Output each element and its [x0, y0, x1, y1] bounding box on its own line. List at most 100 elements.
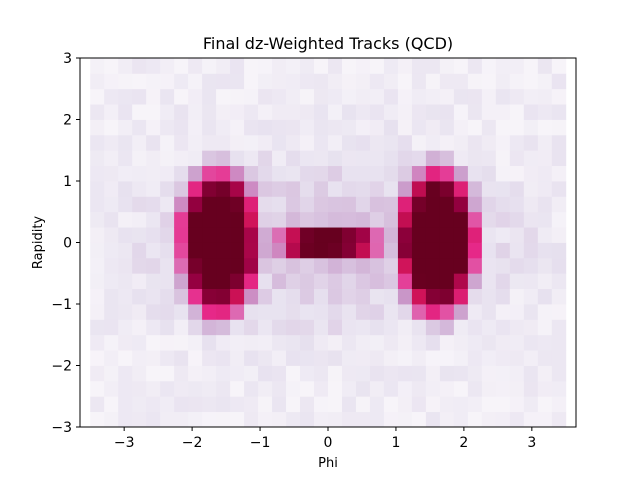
heatmap-cell: [286, 365, 301, 382]
heatmap-cell: [523, 304, 539, 320]
heatmap-cell: [132, 134, 147, 151]
heatmap-cell: [188, 304, 203, 320]
heatmap-cell: [230, 304, 245, 320]
heatmap-cell: [272, 242, 287, 259]
heatmap-cell: [481, 304, 497, 320]
heatmap-cell: [300, 165, 315, 182]
heatmap-cell: [397, 365, 413, 382]
heatmap-cell: [328, 88, 343, 105]
heatmap-cell: [132, 365, 147, 382]
heatmap-cell: [551, 134, 567, 151]
heatmap-cell: [258, 88, 273, 105]
heatmap-cell: [244, 273, 259, 290]
heatmap-cell: [132, 304, 147, 320]
heatmap-cell: [104, 365, 119, 382]
heatmap-cell: [481, 58, 497, 74]
heatmap-cell: [132, 227, 147, 243]
heatmap-cell: [300, 350, 315, 366]
heatmap-cell: [230, 227, 245, 243]
heatmap-cell: [355, 227, 371, 243]
heatmap-cell: [355, 88, 371, 105]
heatmap-cell: [216, 165, 231, 182]
heatmap-cell: [369, 257, 385, 274]
heatmap-cell: [551, 119, 567, 136]
heatmap-cell: [174, 257, 189, 274]
heatmap-cell: [286, 304, 301, 320]
heatmap-cell: [328, 181, 343, 197]
heatmap-cell: [523, 334, 539, 351]
heatmap-cell: [523, 227, 539, 243]
heatmap-cell: [509, 350, 525, 366]
heatmap-cell: [314, 181, 329, 197]
heatmap-cell: [188, 150, 203, 167]
heatmap-cell: [341, 319, 357, 336]
heatmap-cell: [286, 396, 301, 413]
heatmap-cell: [230, 365, 245, 382]
heatmap-cell: [146, 411, 161, 428]
heatmap-cell: [481, 380, 497, 397]
heatmap-cell: [118, 211, 133, 228]
heatmap-cell: [481, 227, 497, 243]
heatmap-cell: [132, 396, 147, 413]
heatmap-cell: [328, 304, 343, 320]
heatmap-cell: [537, 211, 553, 228]
heatmap-cell: [481, 334, 497, 351]
heatmap-cell: [104, 334, 119, 351]
heatmap-cell: [132, 88, 147, 105]
heatmap-cell: [481, 242, 497, 259]
heatmap-cell: [272, 396, 287, 413]
heatmap-cell: [314, 88, 329, 105]
heatmap-cell: [453, 319, 469, 336]
heatmap-cell: [383, 257, 399, 274]
heatmap-cell: [272, 350, 287, 366]
heatmap-cell: [160, 411, 175, 428]
heatmap-cell: [188, 288, 203, 305]
heatmap-cell: [551, 88, 567, 105]
heatmap-cell: [230, 88, 245, 105]
heatmap-cell: [523, 181, 539, 197]
heatmap-cell: [244, 181, 259, 197]
heatmap-cell: [202, 257, 217, 274]
heatmap-cell: [341, 273, 357, 290]
heatmap-cell: [509, 365, 525, 382]
heatmap-cell: [146, 365, 161, 382]
heatmap-cell: [286, 211, 301, 228]
heatmap-cell: [272, 334, 287, 351]
heatmap-cell: [314, 73, 329, 90]
heatmap-cell: [495, 380, 511, 397]
heatmap-cell: [481, 396, 497, 413]
heatmap-cell: [481, 73, 497, 90]
heatmap-cell: [146, 196, 161, 213]
heatmap-cell: [118, 181, 133, 197]
heatmap-cell: [104, 58, 119, 74]
heatmap-cell: [132, 273, 147, 290]
heatmap-cell: [537, 319, 553, 336]
heatmap-cell: [369, 365, 385, 382]
heatmap-cell: [355, 211, 371, 228]
heatmap-cell: [439, 350, 455, 366]
heatmap-cell: [132, 350, 147, 366]
heatmap-cell: [537, 288, 553, 305]
heatmap-cell: [104, 73, 119, 90]
heatmap-cell: [188, 119, 203, 136]
heatmap-cell: [355, 242, 371, 259]
heatmap-cell: [300, 104, 315, 120]
heatmap-cell: [551, 396, 567, 413]
heatmap-cell: [160, 257, 175, 274]
heatmap-cell: [495, 88, 511, 105]
heatmap-cell: [439, 365, 455, 382]
heatmap-cell: [453, 350, 469, 366]
heatmap-cell: [258, 411, 273, 428]
heatmap-cell: [188, 380, 203, 397]
heatmap-cell: [90, 73, 105, 90]
heatmap-cell: [104, 273, 119, 290]
heatmap-cell: [509, 257, 525, 274]
heatmap-cell: [369, 88, 385, 105]
heatmap-cell: [383, 211, 399, 228]
heatmap-cell: [551, 227, 567, 243]
heatmap-cell: [369, 334, 385, 351]
heatmap-cell: [202, 365, 217, 382]
heatmap-cell: [495, 288, 511, 305]
heatmap-cell: [537, 304, 553, 320]
heatmap-cell: [286, 227, 301, 243]
